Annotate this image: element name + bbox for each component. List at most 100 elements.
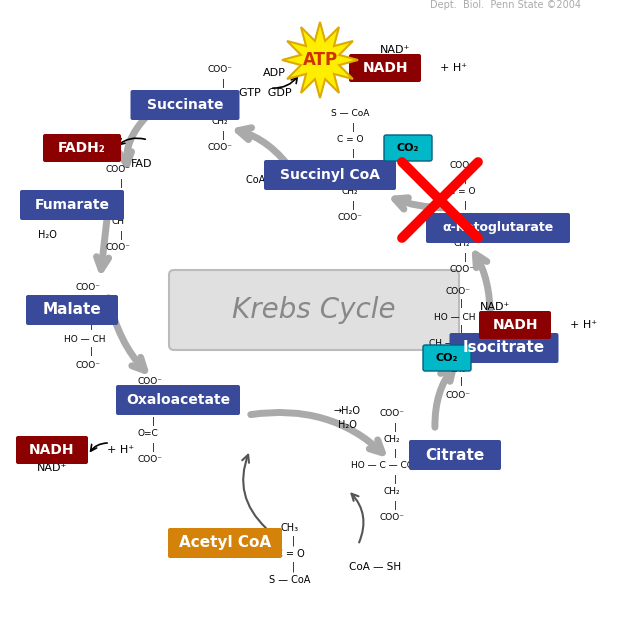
- Text: HO — CH: HO — CH: [434, 312, 476, 321]
- Text: CH₂: CH₂: [453, 213, 470, 223]
- Text: S — CoA: S — CoA: [269, 575, 311, 585]
- Text: NADH: NADH: [30, 443, 75, 457]
- Text: Fumarate: Fumarate: [35, 198, 109, 212]
- Text: COO⁻: COO⁻: [106, 165, 131, 175]
- Text: CH₂: CH₂: [212, 117, 229, 126]
- Text: + H⁺: + H⁺: [570, 320, 597, 330]
- Text: + H⁺: + H⁺: [440, 63, 467, 73]
- Text: |: |: [151, 416, 154, 426]
- FancyBboxPatch shape: [20, 190, 124, 220]
- Text: Acetyl CoA: Acetyl CoA: [179, 536, 271, 550]
- Text: O=C: O=C: [138, 429, 158, 439]
- Text: COO⁻: COO⁻: [450, 162, 475, 170]
- Text: |: |: [90, 321, 92, 331]
- Text: HO — CH: HO — CH: [64, 334, 106, 344]
- Text: Malate: Malate: [43, 302, 101, 318]
- Text: COO⁻: COO⁻: [106, 244, 131, 252]
- Text: FAD: FAD: [131, 159, 153, 169]
- Text: CO₂: CO₂: [397, 143, 419, 153]
- Text: CH — COO⁻: CH — COO⁻: [429, 339, 482, 347]
- Text: CH₂: CH₂: [342, 162, 359, 170]
- Text: CH₃: CH₃: [281, 523, 299, 533]
- Text: |: |: [460, 299, 462, 308]
- Text: COO⁻: COO⁻: [138, 378, 163, 386]
- FancyBboxPatch shape: [450, 333, 558, 363]
- Text: CH₂: CH₂: [384, 487, 400, 497]
- Text: |: |: [90, 347, 92, 357]
- FancyBboxPatch shape: [423, 345, 471, 371]
- Text: |: |: [460, 378, 462, 386]
- Text: COO⁻: COO⁻: [379, 513, 404, 523]
- Text: Isocitrate: Isocitrate: [463, 341, 545, 355]
- Text: FADH₂: FADH₂: [58, 141, 106, 155]
- Text: α-Ketoglutarate: α-Ketoglutarate: [442, 222, 554, 234]
- Text: |: |: [352, 175, 354, 183]
- FancyBboxPatch shape: [168, 528, 282, 558]
- Text: CoA — SH: CoA — SH: [246, 175, 295, 185]
- Text: |: |: [291, 536, 295, 546]
- Text: |: |: [394, 474, 396, 484]
- Text: Krebs Cycle: Krebs Cycle: [232, 296, 396, 324]
- Text: |: |: [460, 352, 462, 360]
- Text: Succinate: Succinate: [147, 98, 223, 112]
- Text: |: |: [394, 449, 396, 457]
- Text: COO⁻: COO⁻: [337, 213, 362, 223]
- FancyBboxPatch shape: [384, 135, 432, 161]
- FancyBboxPatch shape: [349, 54, 421, 82]
- FancyBboxPatch shape: [16, 436, 88, 464]
- FancyBboxPatch shape: [426, 213, 570, 243]
- Text: CH₂: CH₂: [142, 404, 158, 413]
- FancyBboxPatch shape: [43, 134, 121, 162]
- Text: NAD⁺: NAD⁺: [480, 302, 510, 312]
- Text: |: |: [119, 178, 122, 188]
- Text: |: |: [222, 78, 224, 88]
- Text: Oxaloacetate: Oxaloacetate: [126, 393, 230, 407]
- Text: |: |: [352, 149, 354, 157]
- Text: |: |: [463, 252, 467, 262]
- Text: ATP: ATP: [303, 51, 338, 69]
- Text: COO⁻: COO⁻: [75, 360, 100, 370]
- Text: |: |: [394, 423, 396, 431]
- Text: CH₂: CH₂: [450, 365, 467, 373]
- Text: GTP  GDP: GTP GDP: [239, 88, 291, 98]
- Text: |: |: [460, 326, 462, 334]
- Text: |: |: [222, 104, 224, 114]
- Text: S — CoA: S — CoA: [331, 109, 369, 118]
- Text: |: |: [352, 201, 354, 210]
- Text: |: |: [291, 561, 295, 572]
- Text: |: |: [394, 500, 396, 510]
- Text: |: |: [222, 131, 224, 139]
- Text: HC: HC: [112, 191, 124, 201]
- Text: Succinyl CoA: Succinyl CoA: [280, 168, 380, 182]
- Text: |: |: [463, 226, 467, 236]
- Text: COO⁻: COO⁻: [445, 286, 470, 296]
- FancyBboxPatch shape: [116, 385, 240, 415]
- Text: COO⁻: COO⁻: [207, 65, 232, 75]
- Text: HO — C — COO⁻: HO — C — COO⁻: [351, 462, 425, 471]
- FancyBboxPatch shape: [479, 311, 551, 339]
- FancyBboxPatch shape: [264, 160, 396, 190]
- Text: Dept.  Biol.  Penn State ©2004: Dept. Biol. Penn State ©2004: [430, 0, 581, 10]
- FancyBboxPatch shape: [26, 295, 118, 325]
- FancyBboxPatch shape: [131, 90, 239, 120]
- Text: C = O: C = O: [337, 136, 363, 144]
- Text: |: |: [119, 231, 122, 239]
- Text: →H₂O: →H₂O: [333, 406, 360, 416]
- Text: CH₂: CH₂: [384, 436, 400, 444]
- Text: CH₂: CH₂: [212, 91, 229, 101]
- Text: H₂O: H₂O: [338, 420, 357, 430]
- Text: |: |: [151, 442, 154, 452]
- Text: |: |: [352, 123, 354, 131]
- Text: CO₂: CO₂: [436, 353, 458, 363]
- Text: COO⁻: COO⁻: [379, 410, 404, 418]
- Text: CH₂: CH₂: [453, 239, 470, 249]
- Text: NADH: NADH: [362, 61, 408, 75]
- Text: CoA — SH: CoA — SH: [349, 562, 401, 572]
- Text: COO⁻: COO⁻: [207, 144, 232, 152]
- Text: |: |: [463, 175, 467, 183]
- Text: ‖: ‖: [116, 204, 120, 213]
- Text: NAD⁺: NAD⁺: [37, 463, 67, 473]
- Text: |: |: [151, 391, 154, 399]
- Text: Citrate: Citrate: [425, 447, 485, 463]
- Text: NADH: NADH: [492, 318, 538, 332]
